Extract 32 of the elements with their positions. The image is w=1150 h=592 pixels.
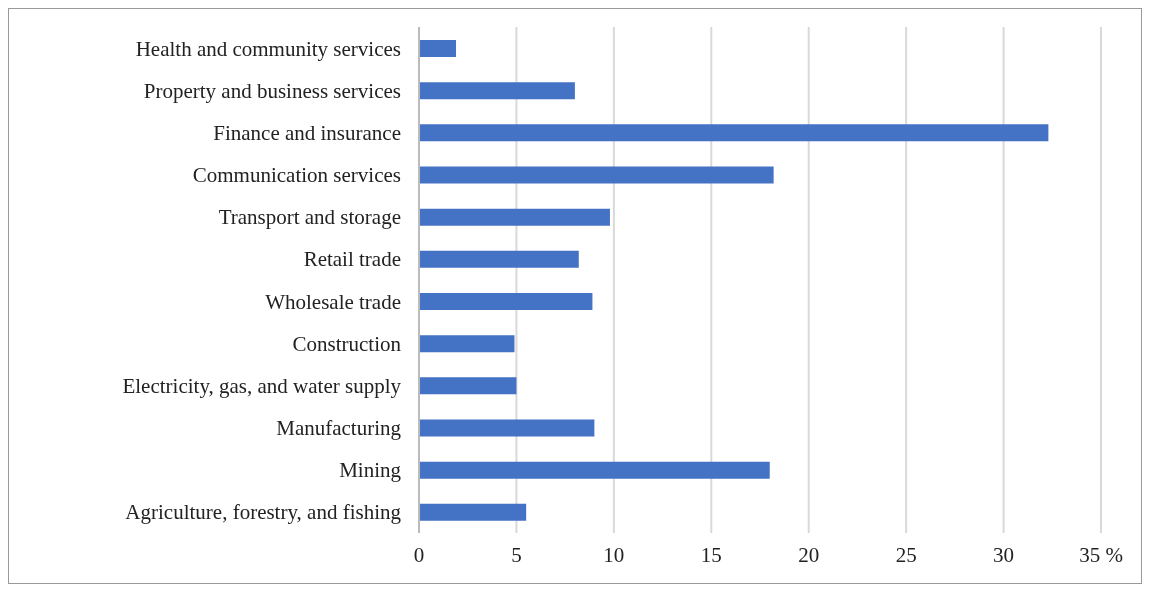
- bar: [419, 503, 527, 521]
- y-tick-label: Health and community services: [135, 36, 401, 61]
- y-tick-label: Communication services: [192, 163, 401, 188]
- bar: [419, 40, 457, 57]
- y-tick-label: Retail trade: [303, 247, 401, 272]
- x-tick-label: 0: [413, 542, 425, 567]
- bar: [419, 419, 595, 437]
- y-tick-label: Electricity, gas, and water supply: [122, 373, 402, 398]
- x-tick-label: 10: [603, 542, 625, 567]
- bar: [419, 293, 593, 310]
- bar: [419, 335, 515, 353]
- y-tick-label: Construction: [292, 331, 402, 356]
- bar: [419, 461, 770, 479]
- y-tick-label: Transport and storage: [218, 205, 401, 230]
- y-tick-label: Property and business services: [143, 78, 401, 103]
- x-tick-label: 15: [700, 542, 722, 567]
- bar: [419, 250, 579, 268]
- x-tick-label: 5: [511, 542, 522, 567]
- bar: [419, 377, 517, 395]
- y-tick-label: Wholesale trade: [265, 289, 401, 314]
- y-tick-label: Mining: [339, 458, 402, 483]
- bar: [419, 82, 575, 100]
- y-tick-label: Manufacturing: [276, 416, 402, 441]
- bar: [419, 166, 774, 184]
- x-tick-label: 25: [895, 542, 917, 567]
- bar: [419, 124, 1049, 142]
- x-tick-label: 35 %: [1079, 542, 1123, 567]
- x-tick-label: 30: [993, 542, 1015, 567]
- x-tick-label: 20: [798, 542, 820, 567]
- y-tick-label: Agriculture, forestry, and fishing: [125, 500, 402, 525]
- y-tick-label: Finance and insurance: [213, 120, 401, 145]
- bar: [419, 208, 610, 226]
